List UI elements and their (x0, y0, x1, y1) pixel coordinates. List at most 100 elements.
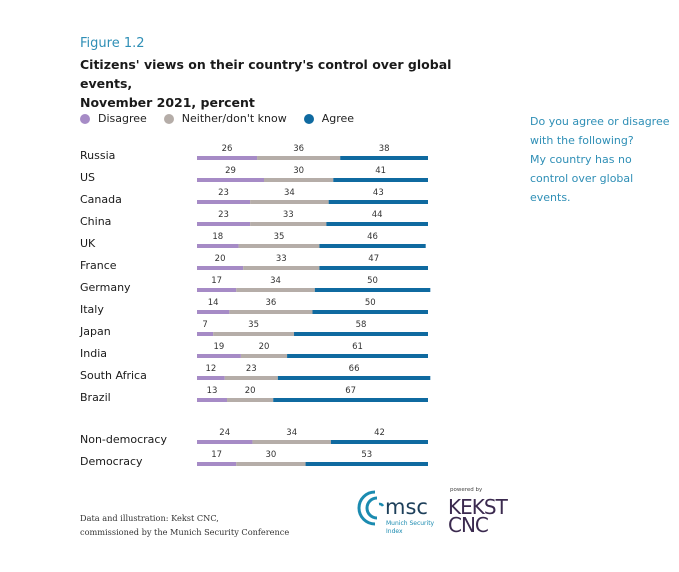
bar-segment-neither-don-t-know (213, 332, 295, 336)
data-label-disagree: 13 (207, 386, 218, 396)
bar-segment-agree (287, 354, 428, 358)
bar-row-brazil: Brazil 13 20 67 (80, 386, 428, 404)
bar-segment-disagree (197, 440, 253, 444)
source-line-1: Data and illustration: Kekst CNC, (80, 513, 219, 523)
bar-row-japan: Japan 7 35 58 (79, 320, 428, 338)
bar-segment-neither-don-t-know (243, 266, 320, 270)
data-label-disagree: 17 (211, 276, 222, 286)
bar-segment-neither-don-t-know (250, 222, 327, 226)
question-line: Do you agree or disagree (530, 115, 670, 128)
bar-row-democracy: Democracy 17 30 53 (80, 450, 428, 468)
bar-segment-agree (305, 462, 428, 466)
bar-segment-neither-don-t-know (229, 310, 313, 314)
data-label-neither-don-t-know: 34 (270, 276, 281, 286)
data-label-neither-don-t-know: 34 (284, 188, 295, 198)
category-label: Democracy (80, 455, 143, 468)
legend-label-neither: Neither/don't know (181, 112, 287, 125)
bar-row-china: China 23 33 44 (80, 210, 428, 228)
bar-row-us: US 29 30 41 (80, 166, 428, 184)
bar-segment-disagree (197, 244, 239, 248)
bar-segment-disagree (197, 200, 251, 204)
category-label: France (80, 259, 117, 272)
bar-segment-neither-don-t-know (252, 440, 331, 444)
category-label: India (80, 347, 107, 360)
legend-item-agree: Agree (303, 112, 354, 125)
category-label: Canada (80, 193, 122, 206)
source-note: Data and illustration: Kekst CNC, commis… (80, 511, 289, 539)
data-label-agree: 46 (367, 232, 378, 242)
legend-dot-neither-icon (163, 113, 174, 124)
bar-segment-neither-don-t-know (263, 178, 334, 182)
msc-arc-icon (357, 490, 385, 526)
legend-item-neither: Neither/don't know (163, 112, 287, 125)
msc-logo: msc Munich Security Index (357, 490, 435, 535)
question-line: control over global (530, 172, 634, 185)
category-label: Italy (80, 303, 104, 316)
data-label-neither-don-t-know: 33 (276, 254, 287, 264)
data-label-disagree: 7 (202, 320, 207, 330)
powered-by-label: powered by (450, 487, 483, 493)
data-label-agree: 50 (367, 276, 378, 286)
bar-segment-agree (328, 200, 428, 204)
data-label-agree: 66 (349, 364, 360, 374)
bar-segment-agree (314, 288, 431, 292)
msc-subtitle-1: Munich Security (386, 520, 435, 527)
data-label-neither-don-t-know: 23 (246, 364, 257, 374)
data-label-agree: 61 (352, 342, 363, 352)
data-label-agree: 38 (379, 144, 390, 154)
bar-segment-agree (312, 310, 428, 314)
bar-segment-disagree (197, 222, 251, 226)
bar-segment-disagree (197, 266, 244, 270)
bar-segment-disagree (197, 398, 228, 402)
data-label-neither-don-t-know: 35 (274, 232, 285, 242)
data-label-neither-don-t-know: 30 (293, 166, 304, 176)
source-line-2: commissioned by the Munich Security Conf… (80, 527, 290, 537)
question-line: with the following? (530, 134, 634, 147)
category-label: Non-democracy (80, 433, 167, 446)
category-label: US (80, 171, 95, 184)
data-label-agree: 53 (361, 450, 372, 460)
bar-segment-disagree (197, 462, 237, 466)
bar-segment-agree (273, 398, 428, 402)
data-label-disagree: 26 (222, 144, 233, 154)
bar-segment-neither-don-t-know (236, 462, 306, 466)
data-label-agree: 44 (372, 210, 383, 220)
category-label: Japan (79, 325, 111, 338)
figure-label: Figure 1.2 (80, 36, 145, 51)
data-label-neither-don-t-know: 20 (245, 386, 256, 396)
data-label-disagree: 23 (218, 188, 229, 198)
bar-row-france: France 20 33 47 (80, 254, 428, 272)
question-line: events. (530, 191, 571, 204)
bar-segment-agree (319, 266, 428, 270)
bar-segment-agree (333, 178, 428, 182)
bar-row-germany: Germany 17 34 50 (80, 276, 431, 294)
bar-segment-agree (326, 222, 428, 226)
data-label-disagree: 23 (218, 210, 229, 220)
data-label-neither-don-t-know: 35 (248, 320, 259, 330)
bar-segment-disagree (197, 178, 264, 182)
data-label-disagree: 18 (212, 232, 223, 242)
legend-label-disagree: Disagree (98, 112, 147, 125)
bar-segment-agree (294, 332, 428, 336)
bar-row-uk: UK 18 35 46 (80, 232, 426, 250)
category-label: China (80, 215, 111, 228)
chart-title-line-1: Citizens' views on their country's contr… (80, 57, 452, 91)
bar-segment-agree (277, 376, 431, 380)
category-label: Brazil (80, 391, 111, 404)
data-label-agree: 50 (365, 298, 376, 308)
data-label-agree: 43 (373, 188, 384, 198)
category-label: Germany (80, 281, 131, 294)
bar-segment-neither-don-t-know (240, 354, 288, 358)
bar-segment-disagree (197, 156, 258, 160)
msc-subtitle-2: Index (386, 528, 403, 535)
data-label-disagree: 24 (219, 428, 230, 438)
bar-segment-neither-don-t-know (236, 288, 315, 292)
chart-title: Citizens' views on their country's contr… (80, 55, 500, 112)
category-label: UK (80, 237, 96, 250)
data-label-disagree: 17 (211, 450, 222, 460)
legend-item-disagree: Disagree (80, 112, 147, 125)
bar-segment-neither-don-t-know (224, 376, 278, 380)
data-label-neither-don-t-know: 20 (259, 342, 270, 352)
legend-dot-disagree-icon (80, 113, 90, 124)
bar-row-south-africa: South Africa 12 23 66 (80, 364, 431, 382)
